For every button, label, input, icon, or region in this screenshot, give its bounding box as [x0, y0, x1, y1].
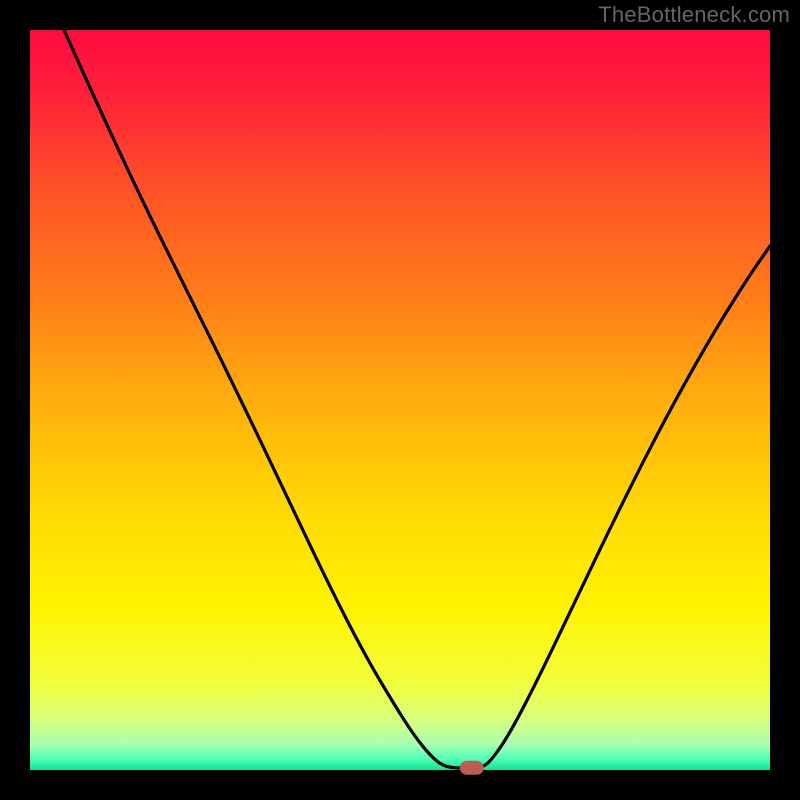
chart-container: TheBottleneck.com	[0, 0, 800, 800]
bottleneck-chart	[0, 0, 800, 800]
optimum-marker	[460, 761, 484, 775]
plot-background	[30, 30, 770, 770]
